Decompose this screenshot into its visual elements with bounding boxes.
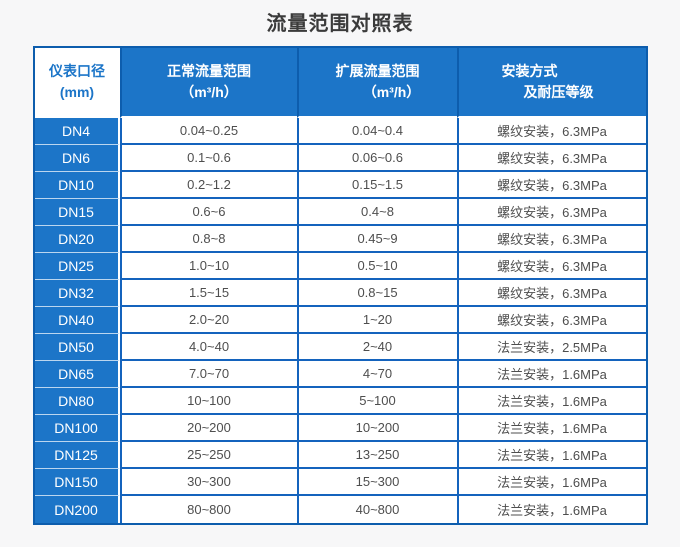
- table-row: DN100 20~200 10~200 法兰安装，1.6MPa: [34, 415, 646, 442]
- header-cell-installation: 安装方式 及耐压等级: [456, 48, 646, 118]
- table-row: DN4 0.04~0.25 0.04~0.4 螺纹安装，6.3MPa: [34, 118, 646, 145]
- normal-flow-cell: 0.04~0.25: [119, 118, 297, 145]
- header-installation-line2: 及耐压等级: [523, 84, 594, 100]
- header-cell-extended-flow: 扩展流量范围 （m³/h）: [296, 48, 457, 118]
- normal-flow-cell: 25~250: [119, 442, 297, 469]
- table-row: DN6 0.1~0.6 0.06~0.6 螺纹安装，6.3MPa: [34, 145, 646, 172]
- table-row: DN10 0.2~1.2 0.15~1.5 螺纹安装，6.3MPa: [34, 172, 646, 199]
- table-row: DN150 30~300 15~300 法兰安装，1.6MPa: [34, 469, 646, 496]
- install-cell: 螺纹安装，6.3MPa: [456, 145, 646, 172]
- install-cell: 法兰安装，1.6MPa: [456, 442, 646, 469]
- normal-flow-cell: 0.1~0.6: [119, 145, 297, 172]
- dn-cell: DN200: [34, 496, 120, 523]
- install-cell: 螺纹安装，6.3MPa: [456, 172, 646, 199]
- extended-flow-cell: 10~200: [296, 415, 457, 442]
- install-cell: 法兰安装，1.6MPa: [456, 388, 646, 415]
- dn-cell: DN125: [34, 442, 120, 469]
- table-row: DN25 1.0~10 0.5~10 螺纹安装，6.3MPa: [34, 253, 646, 280]
- extended-flow-cell: 0.8~15: [296, 280, 457, 307]
- table-row: DN125 25~250 13~250 法兰安装，1.6MPa: [34, 442, 646, 469]
- normal-flow-cell: 2.0~20: [119, 307, 297, 334]
- install-cell: 法兰安装，1.6MPa: [456, 496, 646, 523]
- normal-flow-cell: 0.6~6: [119, 199, 297, 226]
- table-row: DN50 4.0~40 2~40 法兰安装，2.5MPa: [34, 334, 646, 361]
- normal-flow-cell: 80~800: [119, 496, 297, 523]
- install-cell: 螺纹安装，6.3MPa: [456, 253, 646, 280]
- dn-cell: DN32: [34, 280, 120, 307]
- install-cell: 法兰安装，1.6MPa: [456, 415, 646, 442]
- normal-flow-cell: 0.2~1.2: [119, 172, 297, 199]
- extended-flow-cell: 0.04~0.4: [296, 118, 457, 145]
- header-cell-normal-flow: 正常流量范围 （m³/h）: [119, 48, 297, 118]
- dn-cell: DN150: [34, 469, 120, 496]
- header-normal-flow-line1: 正常流量范围: [167, 63, 251, 79]
- extended-flow-cell: 2~40: [296, 334, 457, 361]
- dn-cell: DN40: [34, 307, 120, 334]
- extended-flow-cell: 13~250: [296, 442, 457, 469]
- install-cell: 法兰安装，2.5MPa: [456, 334, 646, 361]
- header-diameter-line2: (mm): [59, 84, 95, 100]
- normal-flow-cell: 10~100: [119, 388, 297, 415]
- normal-flow-cell: 7.0~70: [119, 361, 297, 388]
- normal-flow-cell: 1.5~15: [119, 280, 297, 307]
- normal-flow-cell: 0.8~8: [119, 226, 297, 253]
- extended-flow-cell: 4~70: [296, 361, 457, 388]
- page-title: 流量范围对照表: [266, 13, 414, 35]
- normal-flow-cell: 4.0~40: [119, 334, 297, 361]
- table-row: DN200 80~800 40~800 法兰安装，1.6MPa: [34, 496, 646, 523]
- table-row: DN65 7.0~70 4~70 法兰安装，1.6MPa: [34, 361, 646, 388]
- dn-cell: DN50: [34, 334, 120, 361]
- install-cell: 法兰安装，1.6MPa: [456, 469, 646, 496]
- dn-cell: DN6: [34, 145, 120, 172]
- table-body: DN4 0.04~0.25 0.04~0.4 螺纹安装，6.3MPa DN6 0…: [34, 118, 646, 523]
- extended-flow-cell: 40~800: [296, 496, 457, 523]
- extended-flow-cell: 5~100: [296, 388, 457, 415]
- table-row: DN40 2.0~20 1~20 螺纹安装，6.3MPa: [34, 307, 646, 334]
- table-header-row: 仪表口径 (mm) 正常流量范围 （m³/h） 扩展流量范围 （m³/h） 安装…: [34, 48, 646, 118]
- dn-cell: DN100: [34, 415, 120, 442]
- install-cell: 螺纹安装，6.3MPa: [456, 118, 646, 145]
- install-cell: 螺纹安装，6.3MPa: [456, 307, 646, 334]
- normal-flow-cell: 20~200: [119, 415, 297, 442]
- header-installation-line1: 安装方式: [501, 63, 558, 79]
- dn-cell: DN65: [34, 361, 120, 388]
- table-row: DN20 0.8~8 0.45~9 螺纹安装，6.3MPa: [34, 226, 646, 253]
- dn-cell: DN80: [34, 388, 120, 415]
- header-cell-diameter: 仪表口径 (mm): [34, 48, 120, 118]
- dn-cell: DN15: [34, 199, 120, 226]
- extended-flow-cell: 0.15~1.5: [296, 172, 457, 199]
- dn-cell: DN4: [34, 118, 120, 145]
- extended-flow-cell: 15~300: [296, 469, 457, 496]
- install-cell: 螺纹安装，6.3MPa: [456, 199, 646, 226]
- extended-flow-cell: 0.5~10: [296, 253, 457, 280]
- normal-flow-cell: 1.0~10: [119, 253, 297, 280]
- extended-flow-cell: 0.45~9: [296, 226, 457, 253]
- install-cell: 螺纹安装，6.3MPa: [456, 226, 646, 253]
- table-row: DN32 1.5~15 0.8~15 螺纹安装，6.3MPa: [34, 280, 646, 307]
- flow-range-table: 仪表口径 (mm) 正常流量范围 （m³/h） 扩展流量范围 （m³/h） 安装…: [32, 46, 648, 525]
- table-row: DN80 10~100 5~100 法兰安装，1.6MPa: [34, 388, 646, 415]
- install-cell: 法兰安装，1.6MPa: [456, 361, 646, 388]
- dn-cell: DN20: [34, 226, 120, 253]
- dn-cell: DN10: [34, 172, 120, 199]
- dn-cell: DN25: [34, 253, 120, 280]
- header-extended-flow-line2: （m³/h）: [362, 84, 421, 100]
- header-extended-flow-line1: 扩展流量范围: [335, 63, 420, 79]
- extended-flow-cell: 0.4~8: [296, 199, 457, 226]
- extended-flow-cell: 0.06~0.6: [296, 145, 457, 172]
- install-cell: 螺纹安装，6.3MPa: [456, 280, 646, 307]
- header-diameter-line1: 仪表口径: [49, 63, 105, 79]
- normal-flow-cell: 30~300: [119, 469, 297, 496]
- header-normal-flow-line2: （m³/h）: [180, 84, 238, 100]
- extended-flow-cell: 1~20: [296, 307, 457, 334]
- table-row: DN15 0.6~6 0.4~8 螺纹安装，6.3MPa: [34, 199, 646, 226]
